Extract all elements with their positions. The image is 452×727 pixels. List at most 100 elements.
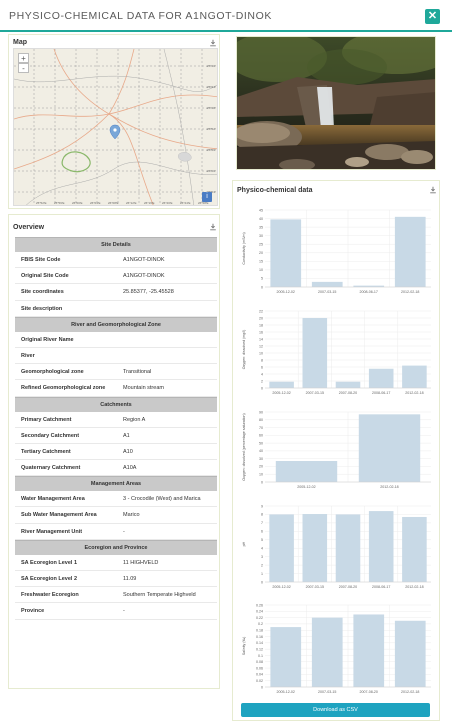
row-label: FBIS Site Code [21, 257, 61, 263]
bar[interactable] [394, 620, 426, 687]
row-value: A1NGOT-DINOK [123, 257, 165, 263]
y-tick-label: 4 [261, 547, 263, 551]
map-lon-label: 26°04'E [90, 201, 100, 205]
row-label: Tertiary Catchment [21, 448, 71, 455]
row-value: - [123, 608, 125, 615]
y-tick-label: 0 [261, 386, 263, 390]
download-icon[interactable] [209, 223, 217, 231]
row-value: A10A [123, 465, 137, 472]
chart-svg: pH 0 1 2 3 4 5 6 7 8 9 2005-12-02 2007-03-15 2007-08-… [242, 504, 431, 589]
chart-svg: Salinity (‰) 0 0.02 0.04 0.06 0.08 0.1 0.12 0.14… [242, 603, 431, 694]
row-label: Site description [21, 305, 63, 312]
table-row: River Management Unit - [15, 524, 217, 540]
y-tick-label: 10 [259, 351, 263, 355]
info-icon[interactable]: i [202, 192, 212, 202]
bar[interactable] [358, 414, 421, 482]
y-tick-label: 5 [261, 538, 263, 542]
y-tick-label: 0.12 [256, 647, 263, 651]
table-row: Original River Name [15, 332, 217, 348]
bar[interactable] [275, 461, 338, 482]
bar[interactable] [402, 516, 427, 582]
bar[interactable] [353, 614, 385, 687]
close-button[interactable]: ✕ [425, 9, 440, 24]
table-row: SA Ecoregion Level 1 11 HIGHVELD [15, 555, 217, 571]
y-tick-label: 0.02 [256, 679, 263, 683]
table-row: Province - [15, 603, 217, 620]
table-row: Secondary Catchment A1 [15, 428, 217, 444]
section-header: Site Details [15, 237, 217, 252]
download-icon[interactable] [429, 186, 437, 194]
table-row: Site description [15, 301, 217, 317]
row-label: Quaternary Catchment [21, 465, 81, 472]
y-tick-label: 30 [259, 457, 263, 461]
x-tick-label: 2005-12-02 [272, 585, 290, 589]
bar[interactable] [270, 627, 302, 687]
table-row: SA Ecoregion Level 2 11.09 [15, 571, 217, 588]
bar[interactable] [302, 318, 328, 388]
table-row: Site coordinates 25.85377, -25.45528 [15, 284, 217, 301]
overview-panel: Overview Site Details FBIS Site Code A1NGO… [8, 214, 220, 689]
row-value: A1NGOT-DINOK [123, 273, 165, 280]
bar[interactable] [302, 514, 328, 582]
bar[interactable] [335, 381, 361, 388]
y-tick-label: 3 [261, 555, 263, 559]
y-tick-label: 0.06 [256, 666, 263, 670]
x-tick-label: 2012-02-18 [401, 690, 419, 694]
map-marker-icon[interactable] [109, 124, 121, 140]
zoom-in-button[interactable]: + [18, 53, 29, 63]
bar[interactable] [368, 368, 394, 388]
y-tick-label: 5 [261, 277, 263, 281]
y-tick-label: 0.14 [256, 641, 263, 645]
bar[interactable] [368, 511, 394, 582]
section-header: Catchments [15, 396, 217, 412]
y-tick-label: 20 [259, 316, 263, 320]
y-tick-label: 40 [259, 449, 263, 453]
bar[interactable] [402, 365, 427, 388]
row-label: Site coordinates [21, 289, 64, 296]
chart-svg: Conductivity (mS/m) 0 5 10 15 20 25 30 35 40 45 200… [242, 208, 431, 294]
bar[interactable] [335, 514, 361, 582]
download-icon[interactable] [209, 39, 217, 47]
row-label: Secondary Catchment [21, 432, 80, 439]
chart-svg: Oxygen: dissolved (mg/l) 0 2 4 6 8 10 12 14 16 18 2… [242, 309, 431, 395]
bar[interactable] [311, 281, 343, 287]
overview-title: Overview [13, 224, 45, 231]
chart: Oxygen: dissolved (percentage saturation… [239, 406, 434, 494]
download-csv-button[interactable]: Download as CSV [241, 703, 430, 717]
bar[interactable] [269, 381, 294, 388]
y-tick-label: 0.2 [258, 622, 263, 626]
x-tick-label: 2007-03-15 [318, 690, 336, 694]
map-view[interactable]: -25°40' -25°44' -25°48' -25°52' -25°56' … [13, 48, 218, 206]
bar[interactable] [269, 514, 294, 582]
row-value: A10 [123, 448, 133, 455]
x-tick-label: 2005-12-02 [297, 485, 315, 489]
y-tick-label: 30 [259, 234, 263, 238]
y-tick-label: 0.22 [256, 616, 263, 620]
map-lon-label: 26°08'E [108, 201, 118, 205]
bar[interactable] [353, 285, 385, 287]
y-tick-label: 9 [261, 504, 263, 508]
y-tick-label: 35 [259, 225, 263, 229]
y-tick-label: 0 [261, 480, 263, 484]
row-label: Province [21, 608, 45, 615]
bar[interactable] [394, 216, 426, 287]
table-row: Tertiary Catchment A10 [15, 444, 217, 461]
map-lat-label: -25°44' [206, 85, 216, 89]
zoom-out-button[interactable]: - [18, 63, 29, 73]
modal-header: PHYSICO-CHEMICAL DATA FOR A1NGOT-DINOK ✕ [0, 0, 452, 32]
y-tick-label: 0.04 [256, 673, 263, 677]
table-row: Geomorphological zone Transitional [15, 364, 217, 381]
overview-table: Site Details FBIS Site Code A1NGOT-DINOK Or… [15, 237, 217, 620]
map-lon-label: 26°24'E [180, 201, 190, 205]
y-tick-label: 0 [261, 580, 263, 584]
row-label: Refined Geomorphological zone [21, 385, 106, 392]
y-tick-label: 80 [259, 418, 263, 422]
table-row: FBIS Site Code A1NGOT-DINOK [15, 252, 217, 269]
bar[interactable] [311, 617, 343, 687]
bar[interactable] [270, 219, 302, 287]
x-tick-label: 2007-08-20 [339, 585, 357, 589]
y-tick-label: 12 [259, 344, 263, 348]
x-tick-label: 2007-03-15 [306, 585, 324, 589]
row-label: Primary Catchment [21, 416, 72, 423]
row-label: SA Ecoregion Level 2 [21, 576, 78, 582]
